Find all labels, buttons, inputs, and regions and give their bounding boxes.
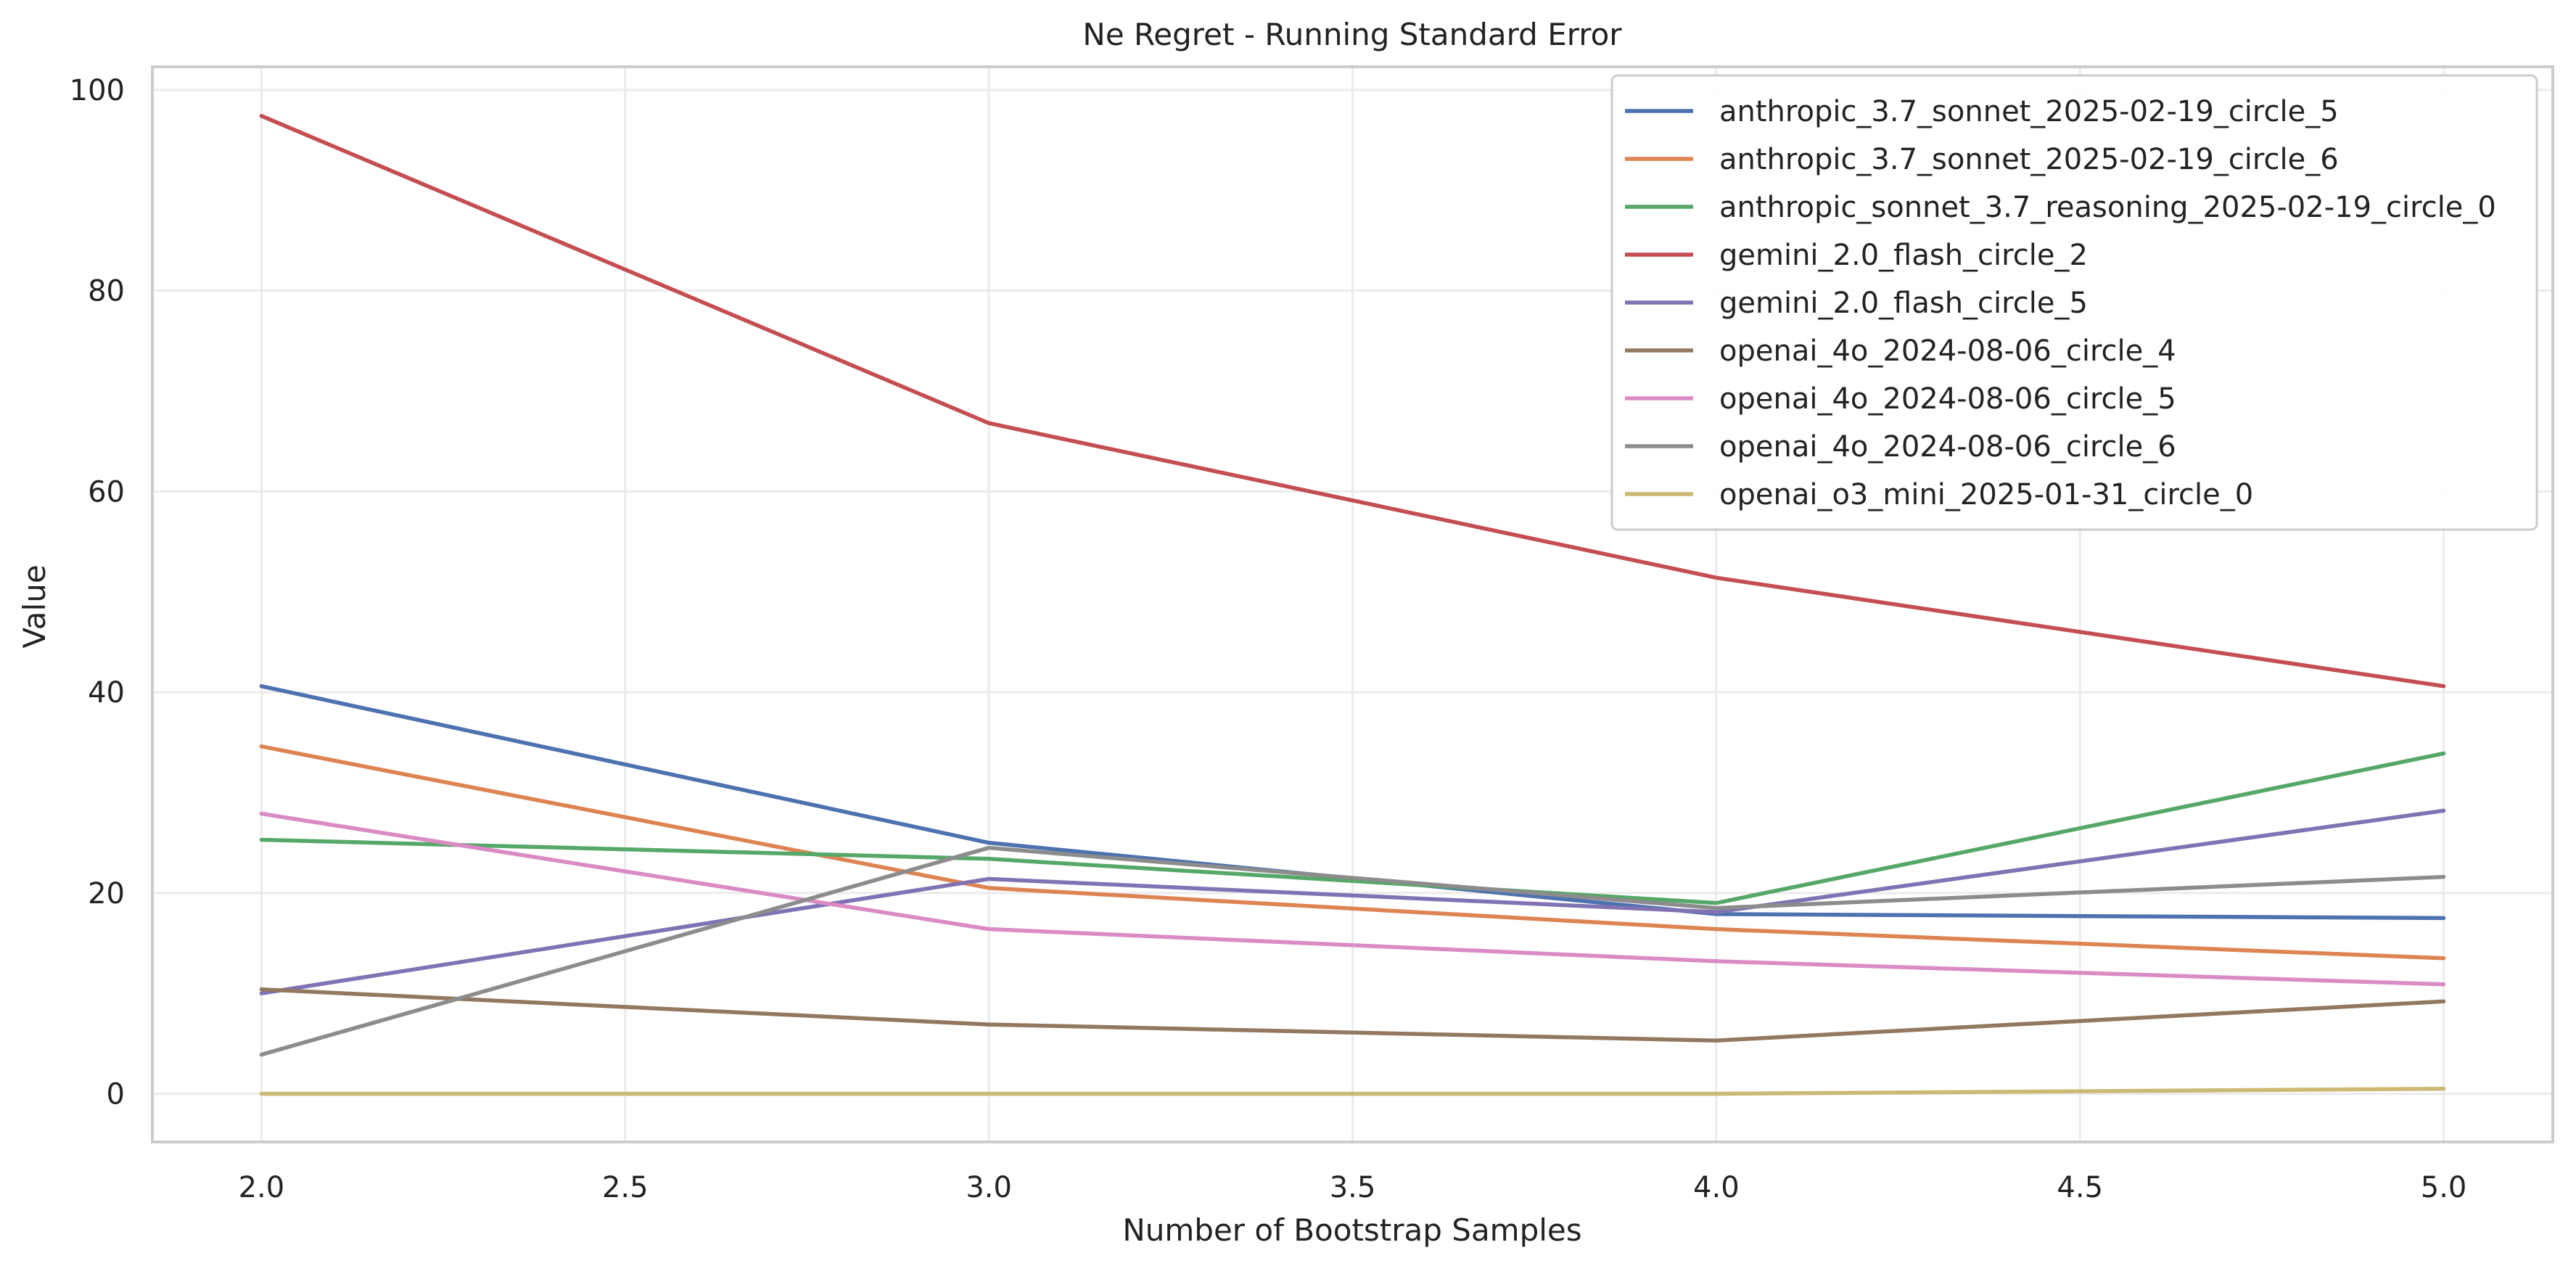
series-line-7 [259,845,2446,1057]
series-line-2 [259,751,2446,905]
y-axis-label: Value [17,564,52,648]
x-tick-label: 5.0 [2421,1171,2467,1204]
plot-frame [151,65,2554,1143]
y-tick-label: 0 [107,1078,125,1111]
legend-label: gemini_2.0_flash_circle_2 [1719,239,2088,272]
series-line-5 [259,987,2446,1043]
legend-label: openai_4o_2024-08-06_circle_6 [1719,430,2176,464]
x-tick-label: 3.0 [966,1171,1012,1204]
y-tick-label: 20 [88,877,125,911]
legend-label: anthropic_3.7_sonnet_2025-02-19_circle_6 [1719,143,2339,176]
x-tick-label: 2.0 [239,1171,285,1204]
series-line-1 [259,744,2446,961]
legend: anthropic_3.7_sonnet_2025-02-19_circle_5… [1610,74,2538,531]
legend-box [1610,74,2538,531]
y-tick-label: 80 [88,275,125,308]
chart-title: Ne Regret - Running Standard Error [1082,17,1622,52]
y-tick-label: 40 [88,676,125,710]
legend-label: openai_o3_mini_2025-01-31_circle_0 [1719,478,2253,511]
legend-label: anthropic_sonnet_3.7_reasoning_2025-02-1… [1719,191,2496,224]
y-tick-label: 100 [70,74,125,107]
y-tick-label: 60 [88,475,125,509]
series-line-3 [259,114,2446,689]
series-lines [259,114,2446,1096]
legend-label: openai_4o_2024-08-06_circle_4 [1719,334,2176,368]
legend-label: anthropic_3.7_sonnet_2025-02-19_circle_5 [1719,95,2339,128]
legend-label: gemini_2.0_flash_circle_5 [1719,287,2088,320]
x-tick-label: 2.5 [602,1171,649,1204]
legend-label: openai_4o_2024-08-06_circle_5 [1719,382,2176,416]
series-line-4 [259,808,2446,995]
series-line-6 [259,811,2446,987]
axis-ticks: 2.0 2.5 3.0 3.5 4.0 4.5 5.0 0 20 40 60 80 100 [70,74,2467,1204]
series-line-8 [259,1086,2446,1096]
x-tick-label: 4.5 [2057,1171,2103,1204]
x-tick-label: 4.0 [1693,1171,1740,1204]
x-tick-label: 3.5 [1330,1171,1376,1204]
x-axis-label: Number of Bootstrap Samples [1122,1212,1581,1248]
